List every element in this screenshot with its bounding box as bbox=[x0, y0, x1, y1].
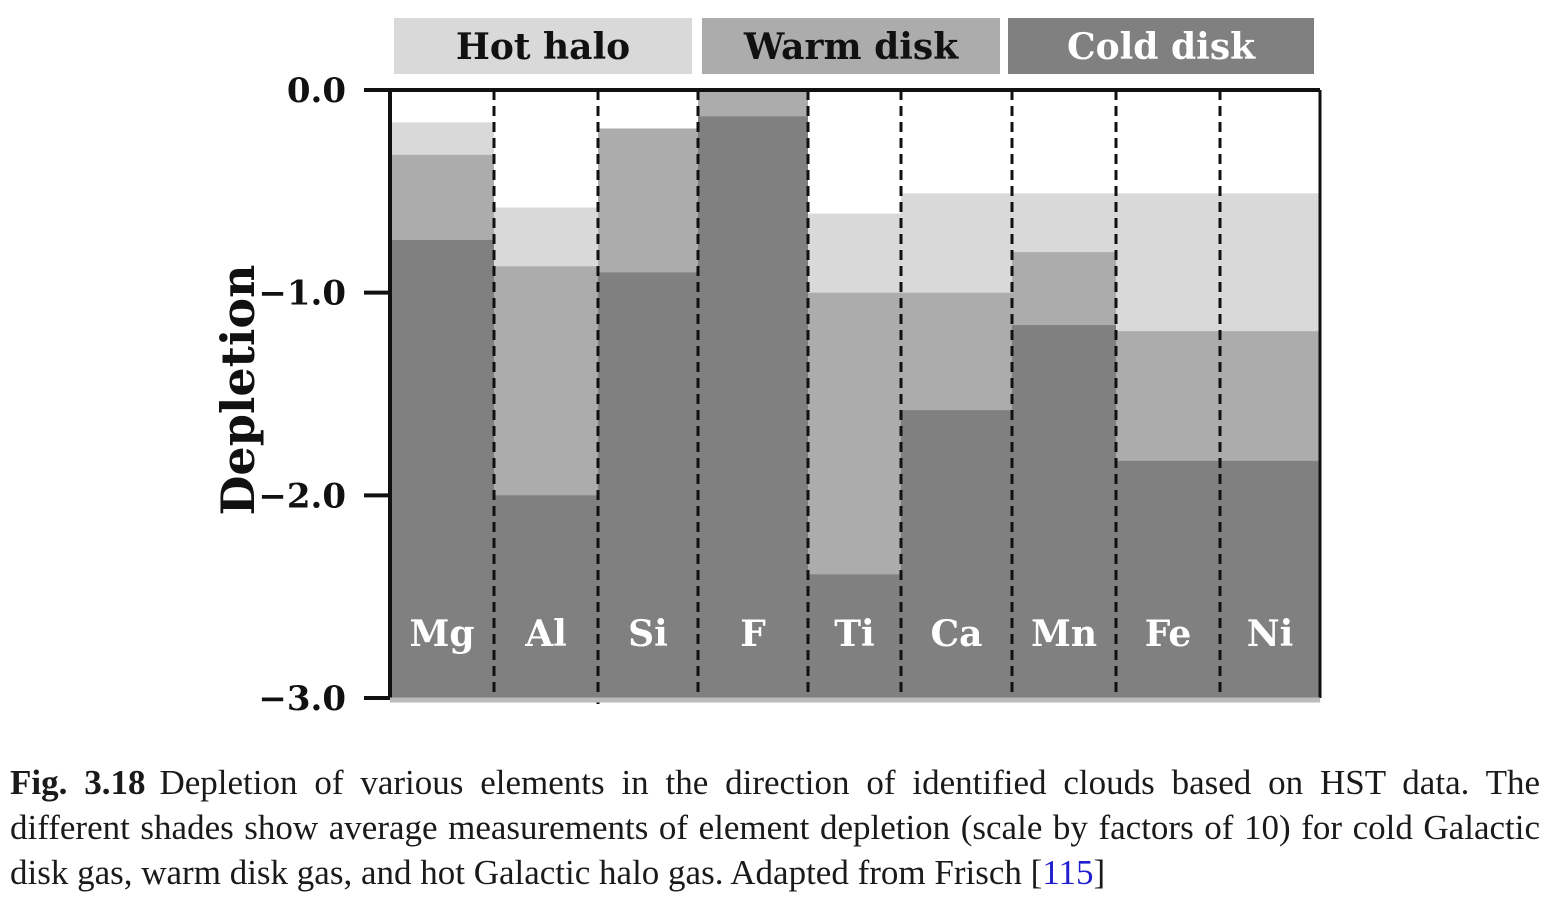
reference-link[interactable]: 115 bbox=[1042, 853, 1094, 892]
column-separators bbox=[492, 90, 1222, 704]
legend-label-warm-disk: Warm disk bbox=[743, 26, 959, 68]
category-label-ni: Ni bbox=[1247, 613, 1294, 655]
category-label-al: Al bbox=[524, 613, 567, 655]
y-tick-label-1: −1.0 bbox=[258, 274, 346, 314]
category-label-mn: Mn bbox=[1031, 613, 1097, 655]
bar-cold-disk-mg bbox=[390, 239, 494, 698]
category-label-si: Si bbox=[628, 613, 668, 655]
bar-cold-disk-si bbox=[598, 272, 698, 698]
bar-cold-disk-ti bbox=[808, 574, 901, 698]
axes: 0.0 −1.0 −2.0 −3.0 bbox=[258, 71, 1322, 719]
bar-cold-disk-ni bbox=[1220, 460, 1320, 698]
bar-cold-disk-f bbox=[698, 116, 808, 698]
caption-end: ] bbox=[1093, 853, 1106, 892]
legend-box-hot-halo bbox=[394, 18, 692, 74]
legend-box-warm-disk bbox=[702, 18, 1000, 74]
caption-text: Depletion of various elements in the dir… bbox=[10, 763, 1540, 892]
legend-box-cold-disk bbox=[1008, 18, 1314, 74]
category-label-f: F bbox=[740, 613, 766, 655]
category-label-mg: Mg bbox=[409, 613, 474, 655]
y-tick-label-0: 0.0 bbox=[287, 71, 346, 111]
bar-cold-disk-mn bbox=[1012, 325, 1116, 698]
legend-label-hot-halo: Hot halo bbox=[456, 26, 630, 68]
y-tick-label-2: −2.0 bbox=[258, 476, 346, 516]
bar-cold-disk-fe bbox=[1116, 460, 1220, 698]
figure-number: Fig. 3.18 bbox=[10, 763, 146, 802]
figure-caption: Fig. 3.18 Depletion of various elements i… bbox=[10, 760, 1540, 895]
bar-cold-disk-ca bbox=[901, 410, 1012, 698]
y-axis-label: Depletion bbox=[211, 265, 265, 516]
category-label-fe: Fe bbox=[1145, 613, 1192, 655]
legend-label-cold-disk: Cold disk bbox=[1067, 26, 1256, 68]
legend: Hot halo Warm disk Cold disk bbox=[394, 18, 1314, 74]
category-labels: Mg Al Si F Ti Ca Mn Fe Ni bbox=[409, 613, 1293, 655]
bar-cold-disk-al bbox=[494, 495, 598, 698]
category-label-ti: Ti bbox=[834, 613, 874, 655]
bars bbox=[390, 90, 1320, 699]
category-label-ca: Ca bbox=[931, 613, 983, 655]
depletion-chart: Hot halo Warm disk Cold disk Mg Al Si F Ti Ca Mn… bbox=[211, 18, 1322, 719]
y-tick-label-3: −3.0 bbox=[258, 679, 346, 719]
